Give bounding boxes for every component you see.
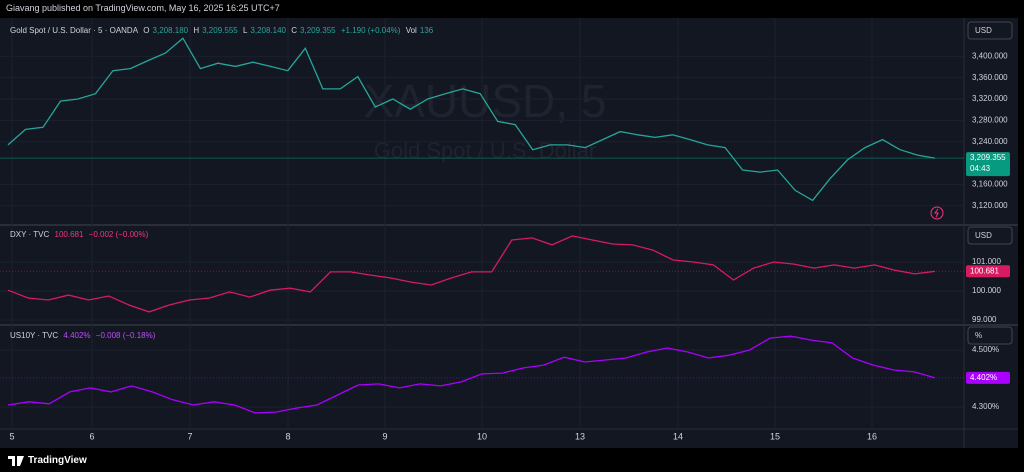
last-price-box	[966, 371, 1010, 384]
legend-label: C	[291, 26, 298, 35]
legend-value: 136	[419, 26, 434, 35]
logo	[8, 455, 24, 466]
legend-label: Vol	[405, 26, 417, 35]
alert-icon[interactable]	[930, 206, 944, 220]
price-line	[7, 235, 936, 313]
legend-label: O	[143, 26, 150, 35]
legend: US10Y · TVC 4.402% −0.008 (−0.18%)	[10, 331, 158, 340]
price-line	[7, 37, 936, 202]
y-tick-label: 4.300%	[972, 402, 999, 411]
legend-change: +1.190 (+0.04%)	[340, 26, 401, 35]
y-tick-label: 99.000	[972, 315, 997, 324]
x-tick-label: 9	[382, 431, 387, 441]
y-tick-label: 4.500%	[972, 345, 999, 354]
legend-change: −0.008 (−0.18%)	[95, 331, 156, 340]
legend: DXY · TVC 100.681 −0.002 (−0.00%)	[10, 230, 151, 239]
x-tick-label: 16	[867, 431, 877, 441]
currency-box	[967, 226, 1013, 245]
y-tick-label: 3,320.000	[972, 94, 1008, 103]
currency-box	[967, 21, 1013, 40]
x-tick-label: 8	[285, 431, 290, 441]
x-tick-label: 6	[89, 431, 94, 441]
currency-label: %	[975, 331, 982, 340]
y-tick-label: 3,120.000	[972, 201, 1008, 210]
x-tick-label: 14	[673, 431, 683, 441]
last-price-label: 100.681	[970, 266, 999, 275]
legend-change: −0.002 (−0.00%)	[88, 230, 149, 239]
footer: TradingView	[8, 455, 87, 466]
last-price-box	[966, 152, 1010, 177]
chart-background	[0, 18, 1018, 448]
x-tick-label: 13	[575, 431, 585, 441]
brand: TradingView	[28, 455, 87, 466]
legend-value: 3,209.555	[202, 26, 238, 35]
legend-title: Gold Spot / U.S. Dollar · 5 · OANDA	[10, 26, 139, 35]
legend-title: US10Y · TVC	[10, 331, 59, 340]
legend-value: 3,209.355	[300, 26, 336, 35]
x-tick-label: 10	[477, 431, 487, 441]
y-tick-label: 101.000	[972, 257, 1001, 266]
countdown: 04:43	[970, 164, 991, 173]
y-tick-label: 100.000	[972, 286, 1001, 295]
x-tick-label: 15	[770, 431, 780, 441]
currency-label: USD	[975, 231, 992, 240]
publish-info: Giavang published on TradingView.com, Ma…	[6, 3, 280, 13]
legend-title: DXY · TVC	[10, 230, 50, 239]
last-price-label: 3,209.355	[970, 153, 1006, 162]
last-price-label: 4.402%	[970, 373, 997, 382]
legend-value: 3,208.140	[250, 26, 286, 35]
x-tick-label: 7	[187, 431, 192, 441]
legend-label: H	[193, 26, 200, 35]
alert-icon-bolt	[934, 208, 939, 218]
legend: Gold Spot / U.S. Dollar · 5 · OANDA O 3,2…	[10, 26, 436, 35]
x-tick-label: 5	[9, 431, 14, 441]
y-tick-label: 3,400.000	[972, 51, 1008, 60]
legend-value: 3,208.180	[152, 26, 189, 35]
legend-value: 100.681	[54, 230, 84, 239]
legend-value: 4.402%	[63, 331, 91, 340]
y-tick-label: 3,240.000	[972, 137, 1008, 146]
last-price-box	[966, 265, 1010, 278]
currency-box	[967, 326, 1013, 345]
y-tick-label: 3,160.000	[972, 180, 1008, 189]
y-tick-label: 3,360.000	[972, 73, 1008, 82]
legend-label: L	[242, 26, 248, 35]
currency-label: USD	[975, 26, 992, 35]
y-tick-label: 3,280.000	[972, 115, 1008, 124]
